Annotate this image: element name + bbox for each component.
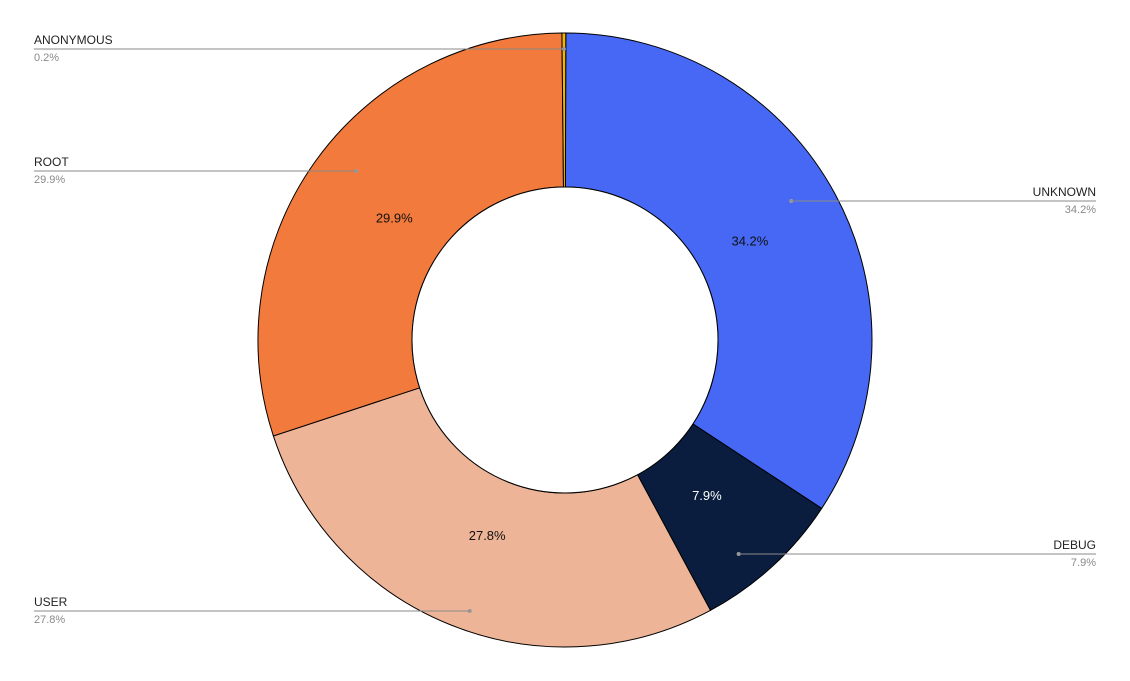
legend-name-anonymous: ANONYMOUS <box>34 33 113 47</box>
slice-label-user: 27.8% <box>469 528 506 543</box>
slice-label-unknown: 34.2% <box>731 233 768 248</box>
legend-value-root: 29.9% <box>34 174 65 186</box>
legend-value-anonymous: 0.2% <box>34 52 59 64</box>
legend-name-user: USER <box>34 595 68 609</box>
legend-value-unknown: 34.2% <box>1065 204 1096 216</box>
donut-hole <box>411 186 719 494</box>
legend-value-user: 27.8% <box>34 614 65 626</box>
slice-label-root: 29.9% <box>376 211 413 226</box>
legend-name-root: ROOT <box>34 155 69 169</box>
chart-leader-labels: UNKNOWN 34.2% DEBUG 7.9% USER 27.8% ROOT 29.9% A… <box>34 33 1096 626</box>
legend-value-debug: 7.9% <box>1071 557 1096 569</box>
legend-name-debug: DEBUG <box>1053 538 1096 552</box>
slice-label-debug: 7.9% <box>692 488 722 503</box>
chart-slices <box>257 32 873 648</box>
legend-name-unknown: UNKNOWN <box>1033 185 1096 199</box>
slice-percent-labels: 34.2% 7.9% 27.8% 29.9% <box>376 211 769 543</box>
